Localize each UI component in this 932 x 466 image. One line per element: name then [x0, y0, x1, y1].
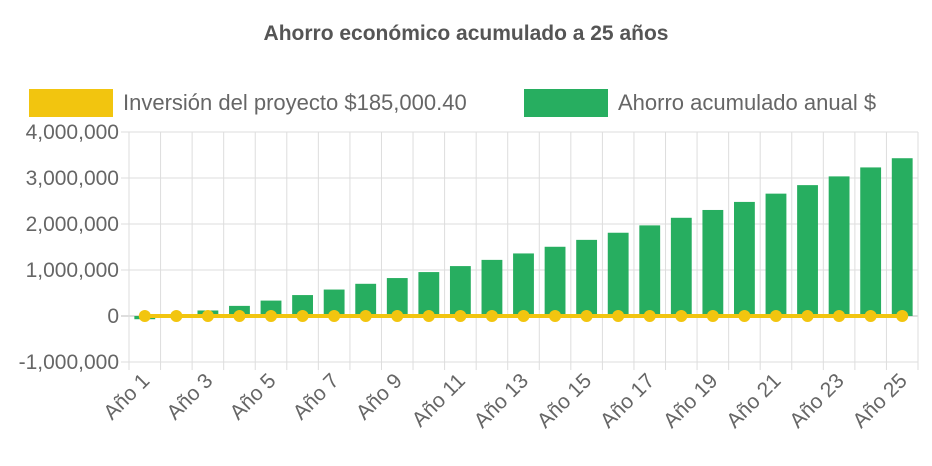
point-inversion [706, 310, 719, 322]
legend-item-inversion[interactable]: Inversión del proyecto $185,000.40 [29, 88, 467, 118]
point-inversion [612, 310, 625, 322]
point-inversion [233, 310, 246, 322]
bar-ahorro [891, 158, 913, 316]
point-inversion [675, 310, 688, 322]
bar-ahorro [544, 246, 566, 316]
point-inversion [170, 310, 183, 322]
x-tick-label: Año 1 [99, 369, 154, 424]
legend-swatch-inversion [29, 89, 113, 117]
bar-ahorro [670, 217, 692, 316]
bar-ahorro [418, 272, 440, 316]
chart-title: Ahorro económico acumulado a 25 años [263, 22, 669, 45]
point-inversion [896, 310, 909, 322]
bar-ahorro [828, 176, 850, 316]
point-inversion [265, 310, 278, 322]
point-inversion [643, 310, 656, 322]
y-tick-label: 2,000,000 [26, 213, 119, 236]
point-inversion [422, 310, 435, 322]
x-tick-label: Año 21 [722, 369, 785, 432]
bar-ahorro [513, 253, 534, 316]
point-inversion [296, 310, 309, 322]
point-inversion [549, 310, 562, 322]
bar-ahorro [449, 266, 471, 316]
point-inversion [801, 310, 814, 322]
x-tick-label: Año 3 [162, 369, 217, 424]
bar-ahorro [797, 185, 818, 316]
legend: Inversión del proyecto $185,000.40 Ahorr… [0, 88, 932, 118]
point-inversion [769, 310, 782, 322]
x-tick-label: Año 11 [408, 369, 470, 431]
x-tick-label: Año 9 [352, 369, 407, 424]
point-inversion [138, 310, 151, 322]
point-inversion [328, 310, 341, 322]
y-tick-label: 0 [107, 305, 119, 328]
y-tick-label: 1,000,000 [26, 259, 119, 282]
point-inversion [359, 310, 372, 322]
point-inversion [201, 310, 214, 322]
point-inversion [454, 310, 467, 322]
point-inversion [738, 310, 751, 322]
x-tick-label: Año 7 [289, 369, 344, 424]
bar-ahorro [386, 278, 408, 316]
bar-ahorro [860, 167, 882, 316]
y-tick-label: 4,000,000 [26, 121, 119, 144]
bar-ahorro [481, 259, 503, 316]
x-tick-label: Año 23 [785, 369, 848, 432]
bar-ahorro [576, 239, 598, 316]
point-inversion [391, 310, 404, 322]
point-inversion [517, 310, 530, 322]
x-tick-label: Año 19 [659, 369, 722, 432]
bar-ahorro [323, 289, 345, 316]
point-inversion [485, 310, 498, 322]
bar-ahorro [292, 295, 313, 316]
bar-ahorro [607, 232, 629, 316]
point-inversion [833, 310, 846, 322]
y-tick-label: 3,000,000 [26, 167, 119, 190]
x-tick-label: Año 13 [470, 369, 533, 432]
bar-ahorro [260, 300, 282, 316]
point-inversion [864, 310, 877, 322]
x-tick-label: Año 17 [596, 369, 659, 432]
legend-label-inversion: Inversión del proyecto $185,000.40 [123, 90, 467, 115]
point-inversion [580, 310, 593, 322]
bar-ahorro [639, 225, 661, 316]
x-tick-label: Año 25 [848, 369, 911, 432]
y-tick-label: -1,000,000 [19, 351, 119, 374]
x-tick-label: Año 5 [225, 369, 280, 424]
legend-swatch-ahorro [524, 89, 608, 117]
legend-item-ahorro[interactable]: Ahorro acumulado anual $ [524, 88, 876, 118]
bar-ahorro [765, 193, 787, 316]
legend-label-ahorro: Ahorro acumulado anual $ [618, 90, 877, 115]
bar-ahorro [355, 283, 377, 316]
bar-ahorro [734, 201, 755, 316]
bar-ahorro [702, 209, 724, 316]
x-tick-label: Año 15 [533, 369, 596, 432]
